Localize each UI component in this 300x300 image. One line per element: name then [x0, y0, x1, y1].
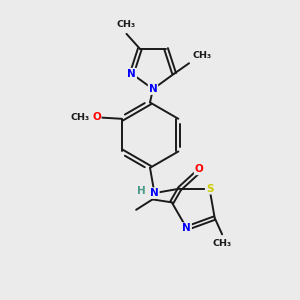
Text: CH₃: CH₃: [213, 239, 232, 248]
Text: N: N: [150, 188, 159, 198]
Text: O: O: [195, 164, 203, 174]
Text: CH₃: CH₃: [70, 113, 90, 122]
Text: N: N: [148, 84, 157, 94]
Text: O: O: [92, 112, 101, 122]
Text: N: N: [182, 223, 191, 233]
Text: CH₃: CH₃: [117, 20, 136, 28]
Text: CH₃: CH₃: [192, 51, 211, 60]
Text: H: H: [137, 186, 146, 196]
Text: S: S: [206, 184, 213, 194]
Text: N: N: [128, 69, 136, 79]
